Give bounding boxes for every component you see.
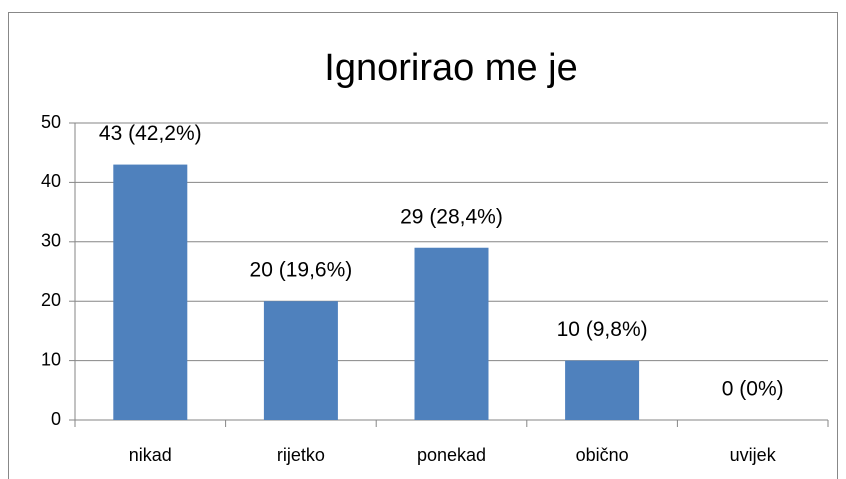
x-tick-label: nikad xyxy=(129,445,172,465)
value-label: 29 (28,4%) xyxy=(400,205,503,228)
x-tick-label: obično xyxy=(576,445,629,465)
value-label: 20 (19,6%) xyxy=(250,259,353,282)
chart-title: Ignorirao me je xyxy=(324,47,577,89)
y-tick-label: 30 xyxy=(41,231,61,251)
bar xyxy=(565,360,640,420)
y-tick-label: 20 xyxy=(41,290,61,310)
y-tick-label: 40 xyxy=(41,171,61,191)
y-tick-label: 10 xyxy=(41,349,61,369)
value-label: 10 (9,8%) xyxy=(557,318,648,341)
value-label: 0 (0%) xyxy=(722,378,784,401)
y-tick-label: 0 xyxy=(51,409,61,429)
bar xyxy=(414,247,489,420)
x-tick-label: ponekad xyxy=(417,445,486,465)
x-tick-label: uvijek xyxy=(730,445,777,465)
value-label: 43 (42,2%) xyxy=(99,122,202,145)
x-tick-label: rijetko xyxy=(277,445,325,465)
bar xyxy=(263,301,338,420)
y-tick-label: 50 xyxy=(41,112,61,132)
bar xyxy=(113,164,188,420)
